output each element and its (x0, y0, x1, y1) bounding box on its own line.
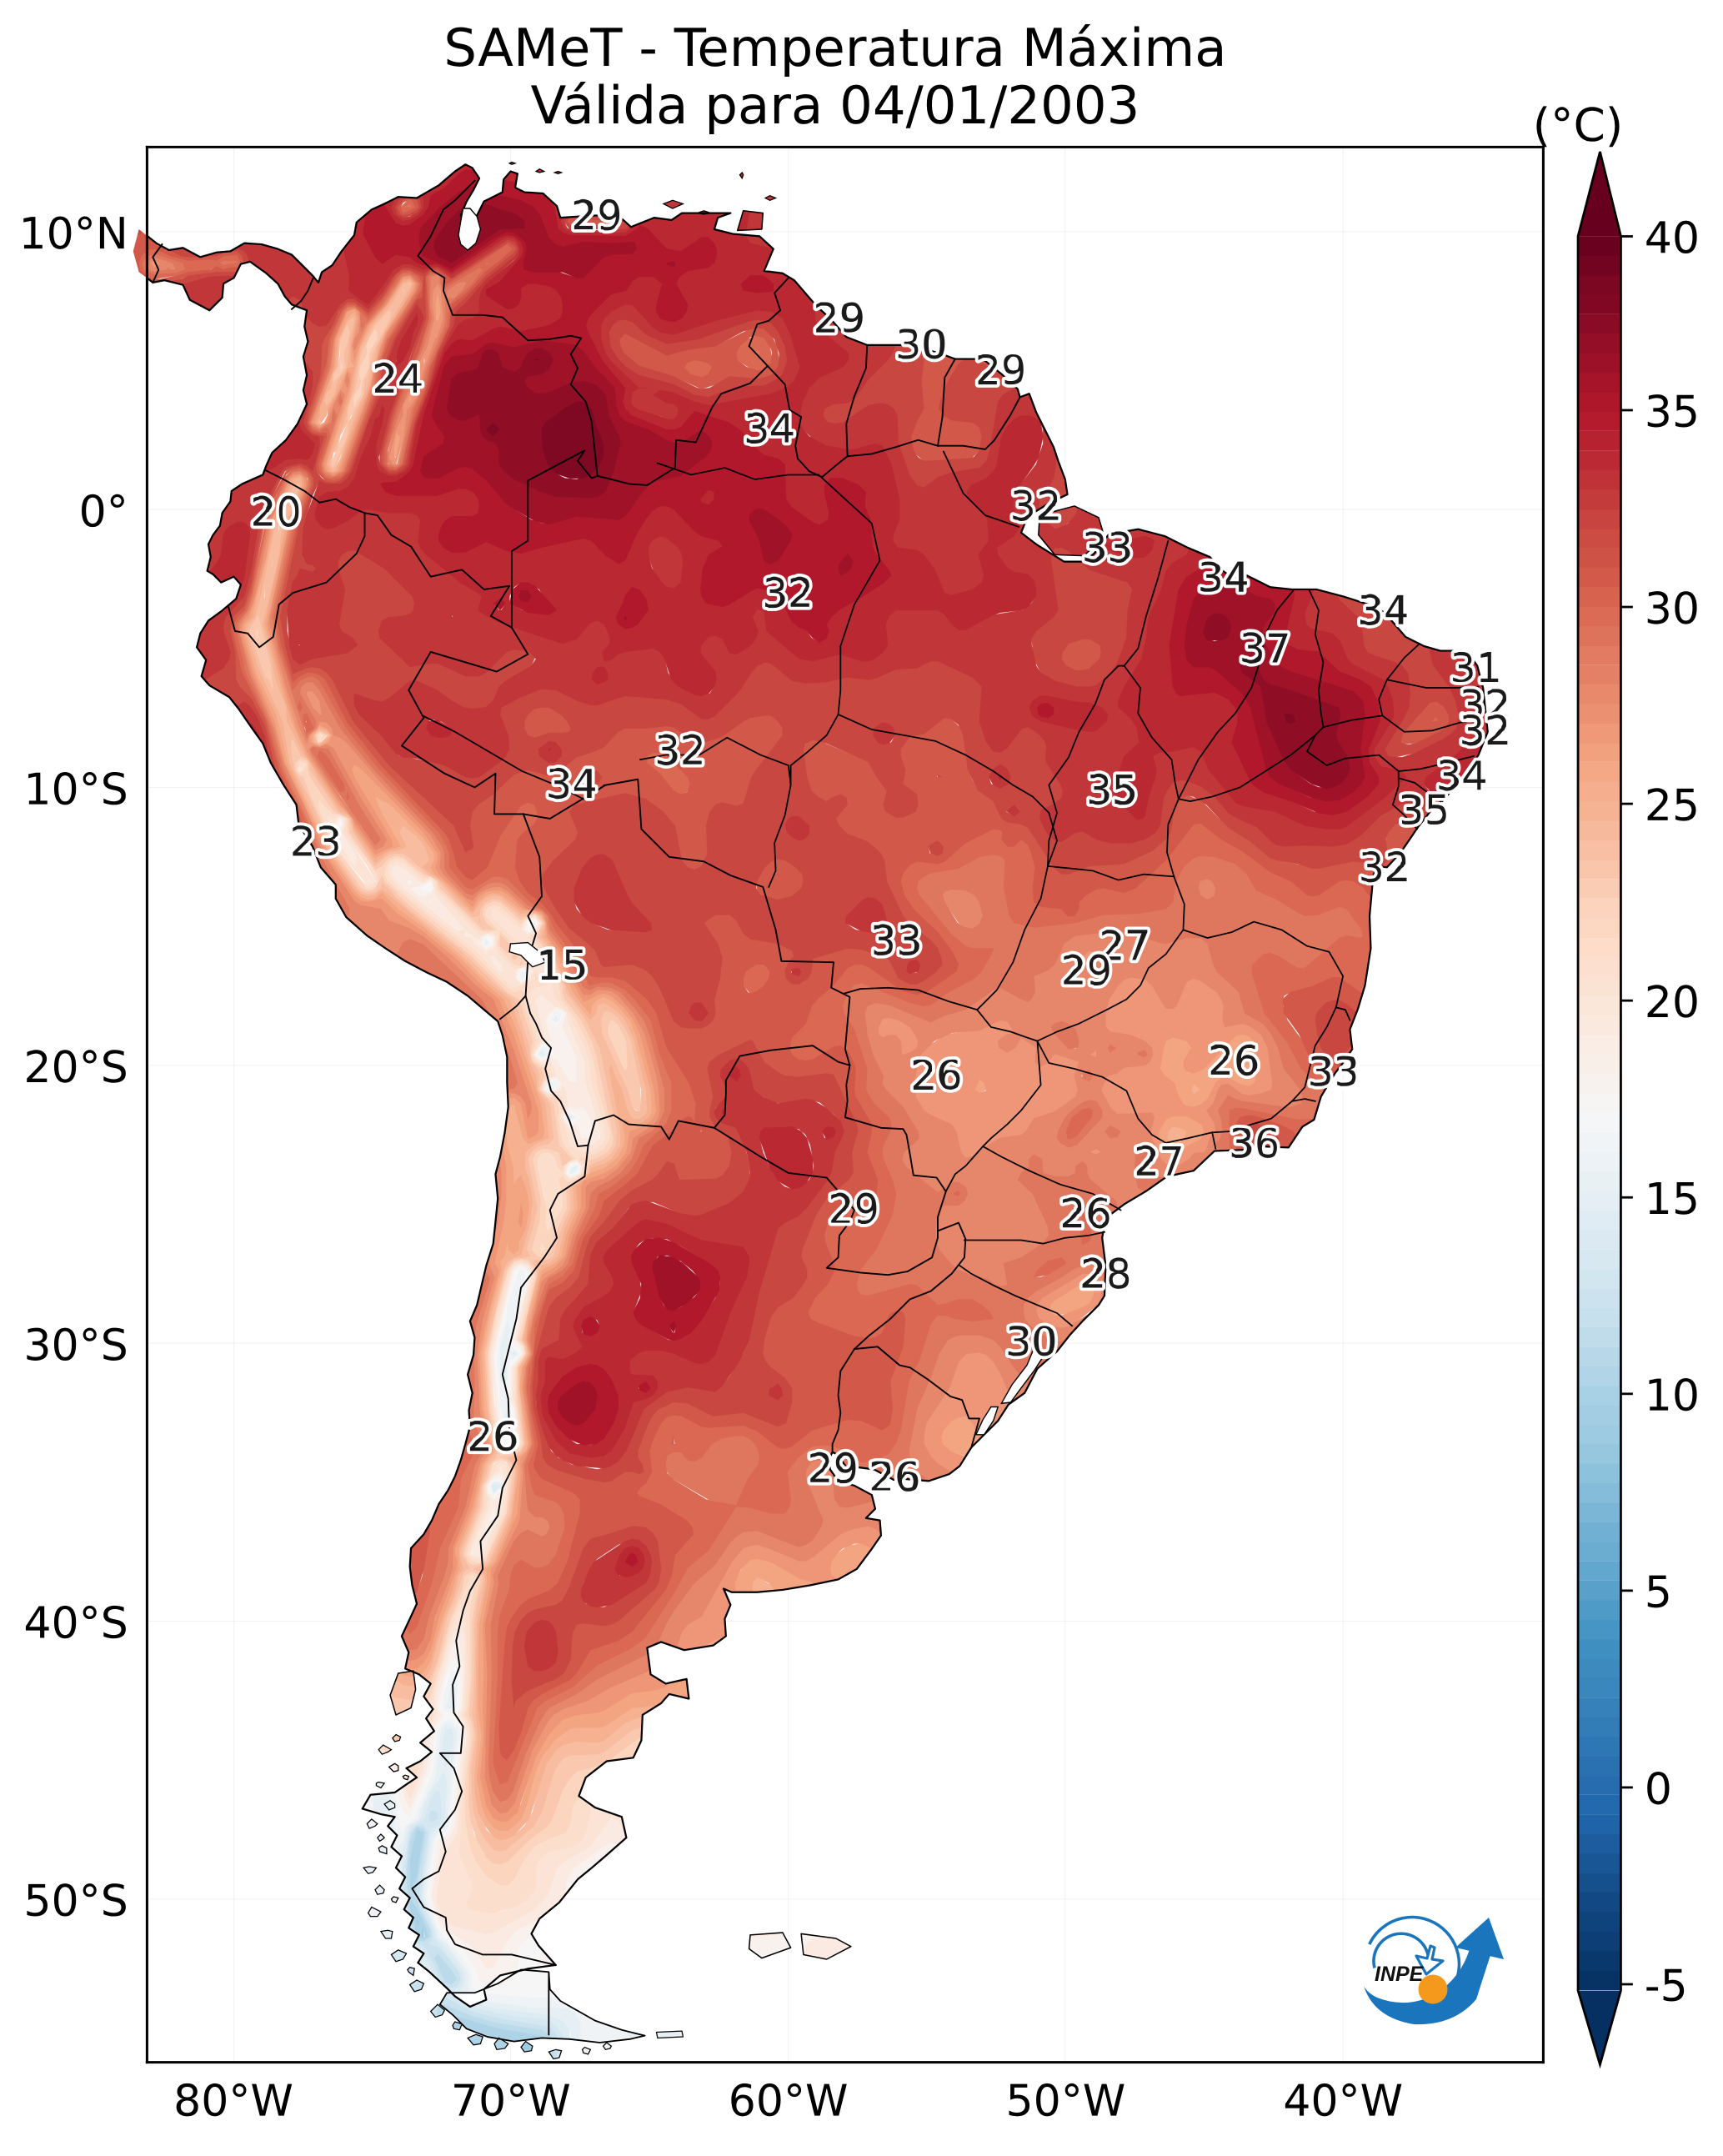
svg-text:INPE: INPE (1375, 1963, 1425, 1986)
